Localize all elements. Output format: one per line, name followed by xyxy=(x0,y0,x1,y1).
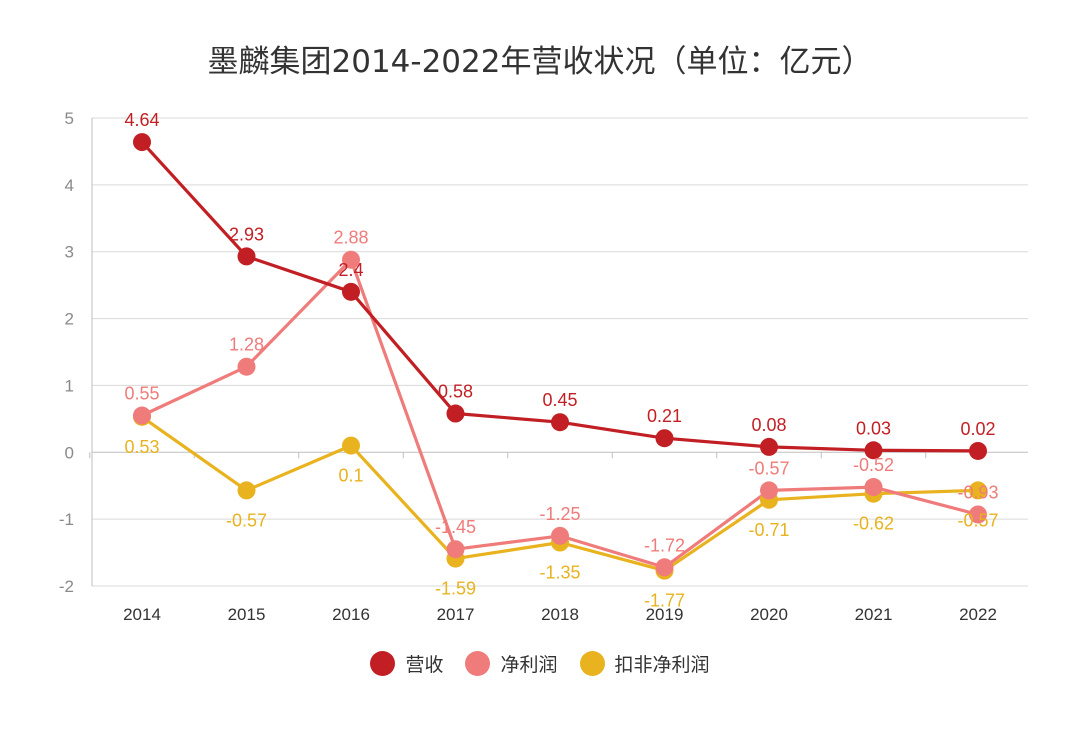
x-tick-label: 2019 xyxy=(646,605,684,624)
data-label: 4.64 xyxy=(124,110,159,130)
axes: -2 -1 0 1 2 3 4 5 2014 2015 2016 2017 2018 2019 2020 20… xyxy=(59,109,997,624)
data-label: -0.62 xyxy=(853,514,894,534)
data-label: 0.58 xyxy=(438,382,473,402)
data-point xyxy=(237,247,256,266)
data-point xyxy=(237,481,256,500)
y-tick-label: 4 xyxy=(65,176,74,195)
data-label: 2.93 xyxy=(229,224,264,244)
data-label: 2.88 xyxy=(333,228,368,248)
data-labels: 4.64 2.93 2.4 0.58 0.45 0.21 0.08 0.03 0.02 0.55 1… xyxy=(124,110,998,611)
data-label: 0.21 xyxy=(647,406,682,426)
x-tick-label: 2015 xyxy=(228,605,266,624)
y-tick-label: -2 xyxy=(59,577,74,596)
legend-marker xyxy=(370,651,396,676)
y-tick-label: 1 xyxy=(65,376,74,395)
data-label: 2.4 xyxy=(338,260,363,280)
data-label: -1.59 xyxy=(435,579,476,599)
data-label: 0.1 xyxy=(338,466,363,486)
data-point xyxy=(969,481,987,500)
legend-label: 净利润 xyxy=(500,654,558,676)
data-label: 0.45 xyxy=(542,390,577,410)
y-tick-label: -1 xyxy=(59,510,74,529)
data-label: -0.57 xyxy=(748,458,789,478)
data-label: -1.25 xyxy=(539,504,580,524)
data-label: 0.03 xyxy=(856,418,891,438)
y-tick-label: 5 xyxy=(65,109,74,128)
data-point xyxy=(446,540,465,559)
legend-item[interactable]: 扣非净利润 xyxy=(579,650,710,677)
data-label: 0.08 xyxy=(751,415,786,435)
x-tick-label: 2020 xyxy=(750,605,788,624)
legend-marker xyxy=(579,651,605,676)
data-point xyxy=(342,250,360,269)
data-point xyxy=(969,505,987,524)
data-label: -1.45 xyxy=(435,517,476,537)
data-label: -0.71 xyxy=(748,520,789,540)
y-tick-label: 0 xyxy=(65,443,74,462)
data-label: -0.57 xyxy=(957,510,998,530)
data-point xyxy=(551,413,569,432)
data-point xyxy=(342,282,360,301)
legend-item[interactable]: 营收 xyxy=(370,650,443,677)
data-label: 0.53 xyxy=(124,437,159,457)
data-point xyxy=(133,133,151,152)
y-tick-label: 3 xyxy=(65,243,74,262)
legend-label: 扣非净利润 xyxy=(614,654,710,676)
x-tick-label: 2021 xyxy=(855,605,893,624)
data-label: -0.52 xyxy=(853,455,894,475)
data-point xyxy=(760,481,778,500)
legend-item[interactable]: 净利润 xyxy=(465,650,558,677)
data-point xyxy=(237,357,256,376)
data-label: -0.57 xyxy=(226,510,267,530)
x-tick-label: 2022 xyxy=(959,605,997,624)
data-point xyxy=(655,429,674,448)
data-point xyxy=(864,478,883,497)
legend-label: 营收 xyxy=(405,654,444,676)
x-tick-label: 2017 xyxy=(437,605,475,624)
data-point xyxy=(969,441,987,460)
data-label: 1.28 xyxy=(229,335,264,355)
data-label: 0.02 xyxy=(960,419,995,439)
legend: 营收 净利润 扣非净利润 xyxy=(0,650,1080,677)
chart-title: 墨麟集团2014-2022年营收状况（单位：亿元） xyxy=(207,44,873,80)
data-point xyxy=(864,441,883,460)
data-label: 0.55 xyxy=(124,384,159,404)
x-tick-label: 2014 xyxy=(123,605,161,624)
data-label: -1.35 xyxy=(539,563,580,583)
data-point xyxy=(551,526,569,545)
data-point xyxy=(133,406,151,425)
grid-lines xyxy=(92,117,1028,587)
legend-marker xyxy=(465,651,491,676)
data-label: -1.77 xyxy=(644,591,685,611)
data-point xyxy=(342,436,360,455)
x-tick-label: 2018 xyxy=(541,605,579,624)
data-points xyxy=(133,133,987,580)
data-label: -1.72 xyxy=(644,535,685,555)
data-point xyxy=(655,558,674,577)
data-point xyxy=(446,404,465,423)
y-tick-label: 2 xyxy=(65,310,74,329)
data-label: -0.93 xyxy=(957,482,998,502)
data-point xyxy=(760,437,778,456)
x-tick-label: 2016 xyxy=(332,605,370,624)
